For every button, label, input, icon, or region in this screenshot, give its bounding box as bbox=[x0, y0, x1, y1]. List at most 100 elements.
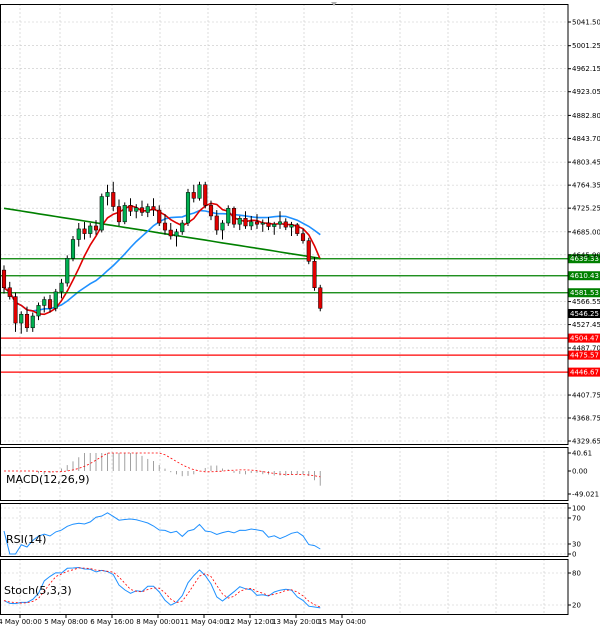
candle-body bbox=[254, 221, 260, 225]
panel-frame bbox=[0, 4, 569, 445]
candle bbox=[249, 215, 254, 231]
candle bbox=[231, 206, 237, 228]
candle-body bbox=[42, 299, 47, 306]
candle bbox=[53, 288, 58, 312]
price-tick-label: 4487.70 bbox=[572, 344, 600, 352]
candle-body bbox=[295, 224, 300, 234]
candle-body bbox=[53, 291, 58, 309]
candle-body bbox=[19, 313, 24, 324]
candle-body bbox=[197, 184, 202, 199]
candle-body bbox=[99, 196, 104, 231]
candle bbox=[295, 223, 300, 236]
candle-body bbox=[151, 206, 156, 211]
macd-label: MACD(12,26,9) bbox=[6, 473, 90, 486]
candle bbox=[237, 215, 242, 231]
candle bbox=[272, 221, 277, 235]
candle bbox=[306, 237, 311, 265]
price-tick-label: 4329.65 bbox=[572, 438, 600, 446]
indicator-tick-label: 40.61 bbox=[572, 450, 592, 458]
candle-body bbox=[47, 299, 53, 309]
candle-body bbox=[249, 221, 254, 227]
candle bbox=[122, 202, 127, 225]
candle-body bbox=[1, 269, 7, 289]
candle bbox=[197, 181, 202, 201]
time-tick-label: 13 May 20:00 bbox=[272, 618, 320, 626]
support-resistance-levels: 4639.33 4610.43 4581.53 4504.47 4475.57 4446.… bbox=[0, 254, 600, 377]
indicator-tick-label: 0.00 bbox=[572, 468, 588, 476]
candle-body bbox=[76, 228, 81, 240]
stoch-main-line bbox=[3, 566, 321, 609]
candle bbox=[70, 235, 76, 262]
level-tag-label: 4639.33 bbox=[570, 255, 599, 263]
price-axis: 5041.50 5001.25 4962.15 4923.05 4882.80 4843.… bbox=[568, 19, 600, 446]
time-tick-label: 12 May 12:00 bbox=[226, 618, 274, 626]
current-price-tag bbox=[568, 309, 600, 319]
candle-body bbox=[162, 222, 168, 231]
price-tick-label: 4843.70 bbox=[572, 135, 600, 143]
panel-frames bbox=[0, 4, 569, 615]
candle-body bbox=[214, 215, 219, 231]
price-tick-label: 5041.50 bbox=[572, 19, 600, 27]
candle-body bbox=[122, 205, 127, 223]
candle bbox=[174, 228, 179, 247]
candle bbox=[300, 228, 306, 244]
price-tick-label: 4407.75 bbox=[572, 392, 600, 400]
candle bbox=[191, 184, 196, 203]
level-tag-label: 4610.43 bbox=[570, 272, 599, 280]
candle-body bbox=[134, 207, 139, 212]
indicator-tick-label: 80 bbox=[572, 570, 581, 578]
candle-body bbox=[306, 240, 311, 262]
rsi-line bbox=[3, 512, 321, 555]
level-tag-label: 4504.47 bbox=[570, 335, 599, 343]
candle-body bbox=[283, 221, 288, 228]
level-tag bbox=[568, 271, 600, 281]
price-tick-label: 4803.45 bbox=[572, 159, 600, 167]
candle bbox=[151, 198, 156, 216]
time-tick-label: 11 May 04:00 bbox=[180, 618, 228, 626]
candle-body bbox=[312, 261, 317, 289]
time-tick-label: 15 May 04:00 bbox=[318, 618, 366, 626]
indicator-tick-label: -49.021 bbox=[572, 491, 599, 499]
scroll-marker-icon bbox=[331, 2, 337, 6]
candle-body bbox=[243, 218, 248, 227]
candle-body bbox=[220, 222, 225, 231]
time-axis: 4 May 00:00 5 May 08:00 6 May 16:00 8 May 0… bbox=[0, 614, 366, 626]
candle bbox=[254, 214, 260, 229]
candles bbox=[1, 181, 323, 334]
candle bbox=[312, 257, 317, 291]
candle bbox=[128, 198, 133, 216]
candle bbox=[13, 292, 18, 332]
candle bbox=[277, 211, 283, 229]
indicator-axis: 40.61 0.00 -49.021 100 70 30 0 80 20 bbox=[568, 450, 599, 610]
price-tick-label: 4725.25 bbox=[572, 205, 600, 213]
candle-body bbox=[318, 287, 323, 309]
level-tag-label: 4446.67 bbox=[570, 369, 599, 377]
indicator-tick-label: 30 bbox=[572, 541, 581, 549]
level-tag bbox=[568, 350, 600, 360]
candle-body bbox=[289, 224, 294, 228]
candle bbox=[93, 220, 99, 235]
candle-body bbox=[111, 192, 116, 207]
candle-body bbox=[7, 287, 12, 297]
candle bbox=[99, 193, 104, 233]
candle-body bbox=[277, 221, 283, 225]
candle-body bbox=[300, 233, 306, 241]
price-panel: 4639.33 4610.43 4581.53 4504.47 4475.57 4446.… bbox=[0, 181, 600, 377]
candle-body bbox=[157, 209, 162, 224]
candle bbox=[59, 278, 64, 299]
candle-body bbox=[174, 231, 179, 237]
candle-body bbox=[139, 207, 145, 213]
candle-body bbox=[82, 228, 87, 234]
candle-body bbox=[70, 239, 76, 259]
candle-body bbox=[88, 225, 93, 234]
candle bbox=[1, 265, 7, 294]
candle-body bbox=[180, 222, 185, 233]
panel-frame bbox=[0, 503, 569, 557]
panel-frame bbox=[0, 447, 569, 501]
candle-body bbox=[105, 192, 110, 197]
candle-body bbox=[272, 223, 277, 227]
candle-body bbox=[93, 225, 99, 231]
candle bbox=[42, 296, 47, 313]
price-tick-label: 4368.75 bbox=[572, 414, 600, 422]
